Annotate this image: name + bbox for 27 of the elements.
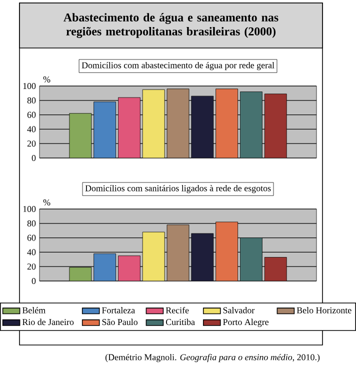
legend-label: Curitiba	[166, 318, 195, 326]
y-tick-label: 40	[27, 126, 36, 132]
legend-label: Porto Alegre	[223, 318, 269, 327]
y-tick-label: 60	[27, 234, 36, 241]
y-tick-label: 80	[27, 220, 36, 226]
legend-label: Rio de Janeiro	[22, 318, 74, 326]
y-tick-label: 60	[27, 112, 36, 118]
y-tick-label: 0	[32, 154, 36, 162]
chart-title: Domicílios com sanitários ligados à rede de esgotos	[85, 184, 271, 194]
y-tick-label: 0	[32, 278, 36, 284]
legend-label: Salvador	[223, 307, 255, 314]
y-tick-label: 40	[27, 249, 36, 256]
legend-label: Fortaleza	[102, 307, 135, 314]
chart-subtitle: Domicílios com abastecimento de água por rede geral	[82, 62, 274, 70]
y-tick-label: 20	[27, 140, 36, 147]
y-tick-label: 100	[23, 206, 36, 212]
legend-label: Belém	[22, 307, 46, 314]
y-axis-title: %	[43, 76, 50, 82]
text: (Demétrio Magnoli. Geografia para o ensino médio, 2010.)	[105, 354, 320, 362]
legend-label: São Paulo	[102, 318, 138, 326]
legend-label: Recife	[166, 306, 189, 314]
y-axis-title: %	[43, 199, 50, 206]
y-tick-label: 20	[27, 264, 36, 270]
legend-label: Belo Horizonte	[296, 307, 352, 314]
y-tick-label: 80	[27, 97, 36, 104]
y-tick-label: 100	[23, 82, 36, 90]
chart-title: Abastecimento de água e saneamento nas regiões metropolitanas brasileiras (2000)	[64, 13, 278, 38]
